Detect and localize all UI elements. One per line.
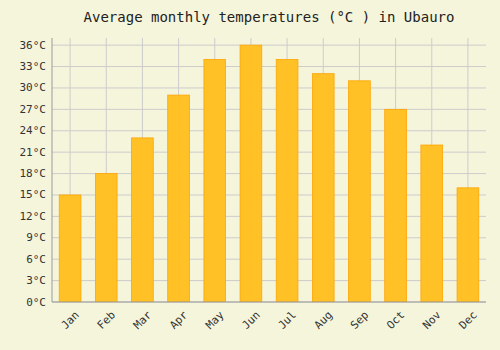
y-tick-label: 0°C xyxy=(26,296,46,309)
y-grid-line xyxy=(52,302,486,303)
x-tick-label: Oct xyxy=(384,309,407,332)
y-tick-label: 30°C xyxy=(20,81,47,94)
y-tick-label: 9°C xyxy=(26,231,46,244)
y-grid-line xyxy=(52,45,486,46)
bar xyxy=(349,81,371,302)
y-tick-label: 15°C xyxy=(20,188,47,201)
x-tick-label: Nov xyxy=(420,308,444,332)
x-tick-label: Feb xyxy=(95,309,118,332)
x-tick-label: Jun xyxy=(239,309,262,332)
x-tick-label: May xyxy=(203,308,227,332)
y-tick-label: 18°C xyxy=(20,167,47,180)
title: Average monthly temperatures (°C ) in Ub… xyxy=(84,9,455,25)
bar xyxy=(421,145,443,302)
bar xyxy=(59,195,81,302)
y-tick-label: 6°C xyxy=(26,253,46,266)
x-tick-label: Aug xyxy=(312,309,335,332)
bar xyxy=(204,59,226,302)
bar xyxy=(457,188,479,302)
bar xyxy=(312,74,334,302)
grid xyxy=(52,38,486,302)
chart-svg: 0°C 3°C 6°C 9°C 12°C 15°C 18°C 21°C 24°C 27°C 30°C… xyxy=(0,0,500,350)
y-tick-label: 24°C xyxy=(20,124,47,137)
bar xyxy=(95,174,117,302)
y-grid-line xyxy=(52,66,486,67)
y-tick-label: 36°C xyxy=(20,39,47,52)
x-tick-label: Jan xyxy=(59,309,82,332)
bar xyxy=(132,138,154,302)
y-tick-label: 27°C xyxy=(20,103,47,116)
y-tick-label: 12°C xyxy=(20,210,47,223)
x-tick-label: Sep xyxy=(348,309,371,332)
y-tick-label: 3°C xyxy=(26,274,46,287)
x-tick-label: Apr xyxy=(167,308,191,332)
bar xyxy=(168,95,190,302)
chart-container: 0°C 3°C 6°C 9°C 12°C 15°C 18°C 21°C 24°C 27°C 30°C… xyxy=(0,0,500,350)
x-tick-label: Mar xyxy=(131,308,155,332)
bar xyxy=(276,59,298,302)
x-tick-label: Jul xyxy=(276,309,299,332)
y-grid-line xyxy=(52,130,486,131)
x-tick-labels: Jan Feb Mar Apr May Jun Jul Aug Sep Oct Nov Dec xyxy=(59,308,480,332)
x-axis-line xyxy=(52,302,486,303)
bars xyxy=(59,45,479,302)
bar xyxy=(385,109,407,302)
y-grid-line xyxy=(52,87,486,88)
bar xyxy=(240,45,262,302)
y-tick-labels: 0°C 3°C 6°C 9°C 12°C 15°C 18°C 21°C 24°C 27°C 30°C… xyxy=(20,39,47,309)
y-tick-label: 33°C xyxy=(20,60,47,73)
y-tick-label: 21°C xyxy=(20,146,47,159)
y-axis-line xyxy=(52,38,53,302)
y-grid-line xyxy=(52,109,486,110)
x-tick-label: Dec xyxy=(456,309,479,332)
